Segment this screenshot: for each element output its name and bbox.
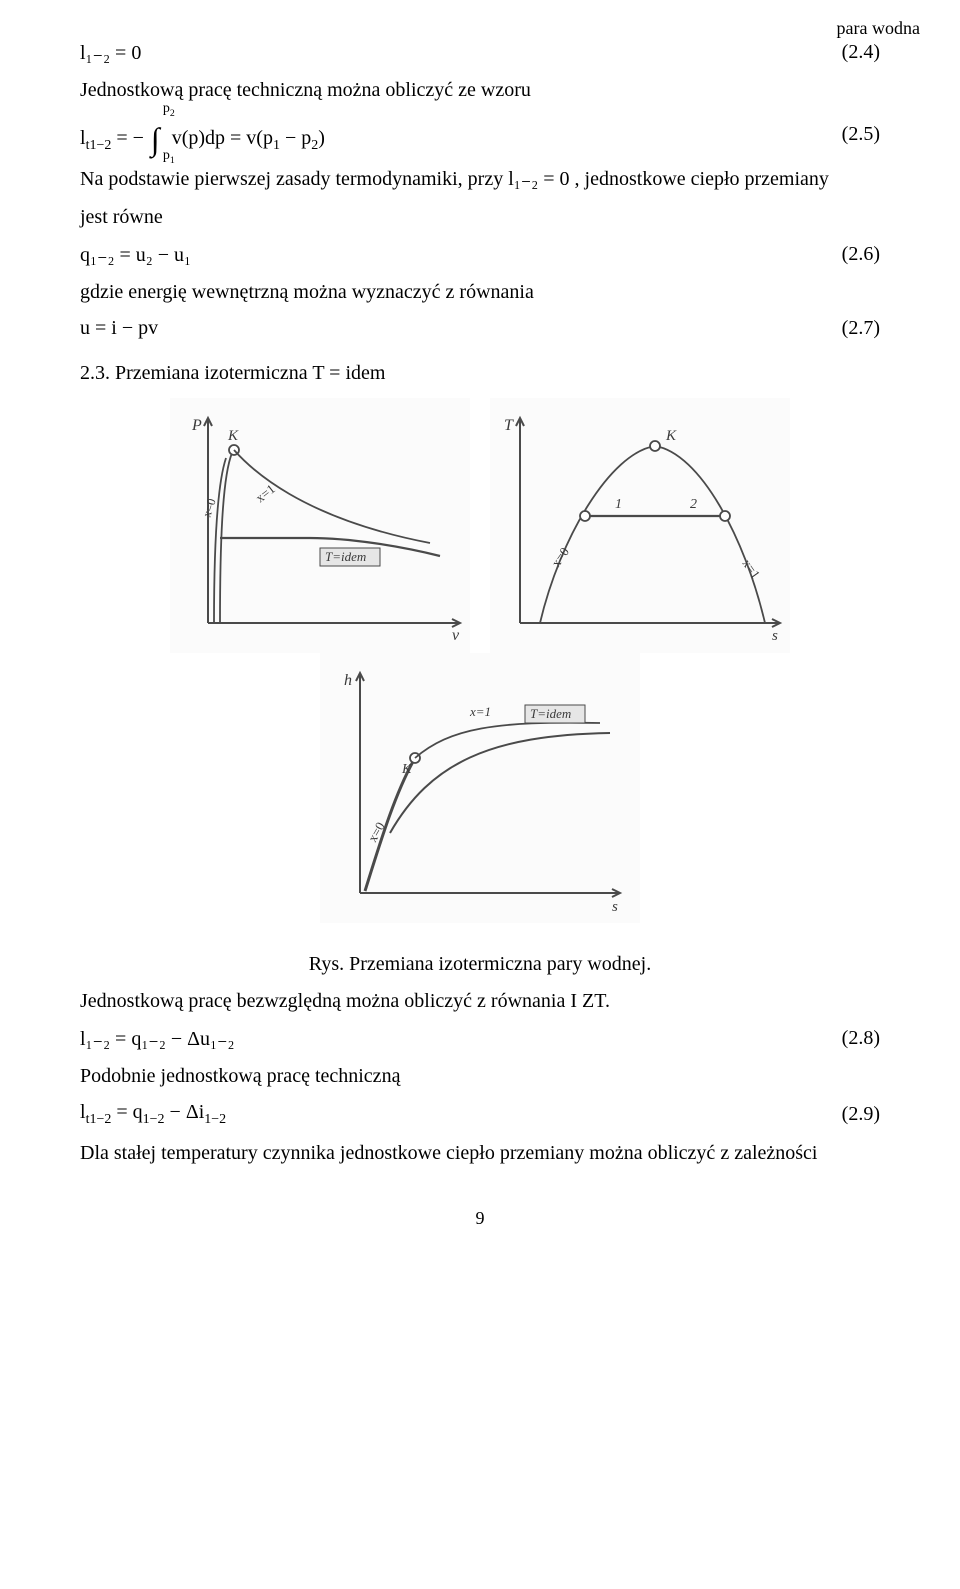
svg-text:P: P	[191, 417, 202, 434]
text-after-2-5-b: l₁₋₂ = 0	[508, 168, 569, 190]
text-after-2-5-c: , jednostkowe ciepło przemiany	[575, 168, 829, 190]
svg-text:2: 2	[690, 497, 697, 512]
svg-text:v: v	[452, 627, 460, 644]
svg-text:x=1: x=1	[469, 704, 491, 719]
svg-text:K: K	[665, 428, 677, 444]
svg-text:K: K	[227, 428, 239, 444]
equation-2-5-number: (2.5)	[820, 123, 880, 146]
ts-diagram: T s K 1 2 x=0 x=1	[490, 398, 790, 653]
diagrams-row-bottom: h s K x=0 x=1 T=idem	[320, 653, 640, 923]
figure-isothermal-diagrams: P v K x=0 x=1 T=idem	[80, 398, 880, 923]
text-after-2-6: gdzie energię wewnętrzną można wyznaczyć…	[80, 277, 880, 307]
equation-2-6-text: q₁₋₂ = u₂ − u₁	[80, 242, 820, 267]
svg-text:T=idem: T=idem	[325, 549, 366, 564]
equation-2-7-number: (2.7)	[820, 317, 880, 340]
equation-2-5-text: lt1−2 = − p2 ∫ p1 v(p)dp = v(p1 − p2)	[80, 115, 820, 154]
equation-2-9-number: (2.9)	[820, 1103, 880, 1126]
text-after-2-8: Podobnie jednostkową pracę techniczną	[80, 1061, 880, 1091]
section-2-3-heading: 2.3. Przemiana izotermiczna T = idem	[80, 358, 880, 388]
page: para wodna l₁₋₂ = 0 (2.4) Jednostkową pr…	[0, 0, 960, 1589]
hs-diagram: h s K x=0 x=1 T=idem	[320, 653, 640, 923]
svg-text:T=idem: T=idem	[530, 706, 571, 721]
text-after-2-5-d: jest równe	[80, 202, 880, 232]
page-number: 9	[80, 1208, 880, 1229]
equation-2-4-number: (2.4)	[820, 41, 880, 64]
pv-diagram: P v K x=0 x=1 T=idem	[170, 398, 470, 653]
equation-2-4-text: l₁₋₂ = 0	[80, 40, 820, 65]
text-after-caption: Jednostkową pracę bezwzględną można obli…	[80, 986, 880, 1016]
equation-2-6-number: (2.6)	[820, 243, 880, 266]
svg-text:T: T	[504, 417, 514, 434]
equation-2-9: lt1−2 = q1−2 − Δi1−2 (2.9)	[80, 1101, 880, 1128]
equation-2-9-text: lt1−2 = q1−2 − Δi1−2	[80, 1101, 820, 1128]
text-after-2-5-a: Na podstawie pierwszej zasady termodynam…	[80, 168, 508, 190]
svg-text:K: K	[401, 762, 412, 777]
text-after-2-4: Jednostkową pracę techniczną można oblic…	[80, 75, 880, 105]
text-after-2-5: Na podstawie pierwszej zasady termodynam…	[80, 164, 880, 194]
diagrams-row-top: P v K x=0 x=1 T=idem	[170, 398, 790, 653]
equation-2-8-number: (2.8)	[820, 1027, 880, 1050]
equation-2-7-text: u = i − pv	[80, 317, 820, 340]
svg-text:h: h	[344, 672, 352, 689]
equation-2-7: u = i − pv (2.7)	[80, 317, 880, 340]
header-running-title: para wodna	[837, 18, 920, 39]
equation-2-8: l₁₋₂ = q₁₋₂ − Δu₁₋₂ (2.8)	[80, 1026, 880, 1051]
equation-2-5: lt1−2 = − p2 ∫ p1 v(p)dp = v(p1 − p2) (2…	[80, 115, 880, 154]
figure-caption: Rys. Przemiana izotermiczna pary wodnej.	[80, 953, 880, 976]
text-after-2-9: Dla stałej temperatury czynnika jednostk…	[80, 1138, 880, 1168]
equation-2-4: l₁₋₂ = 0 (2.4)	[80, 40, 880, 65]
svg-text:s: s	[772, 628, 778, 644]
svg-text:s: s	[612, 899, 618, 915]
equation-2-8-text: l₁₋₂ = q₁₋₂ − Δu₁₋₂	[80, 1026, 820, 1051]
svg-text:1: 1	[615, 497, 622, 512]
equation-2-6: q₁₋₂ = u₂ − u₁ (2.6)	[80, 242, 880, 267]
